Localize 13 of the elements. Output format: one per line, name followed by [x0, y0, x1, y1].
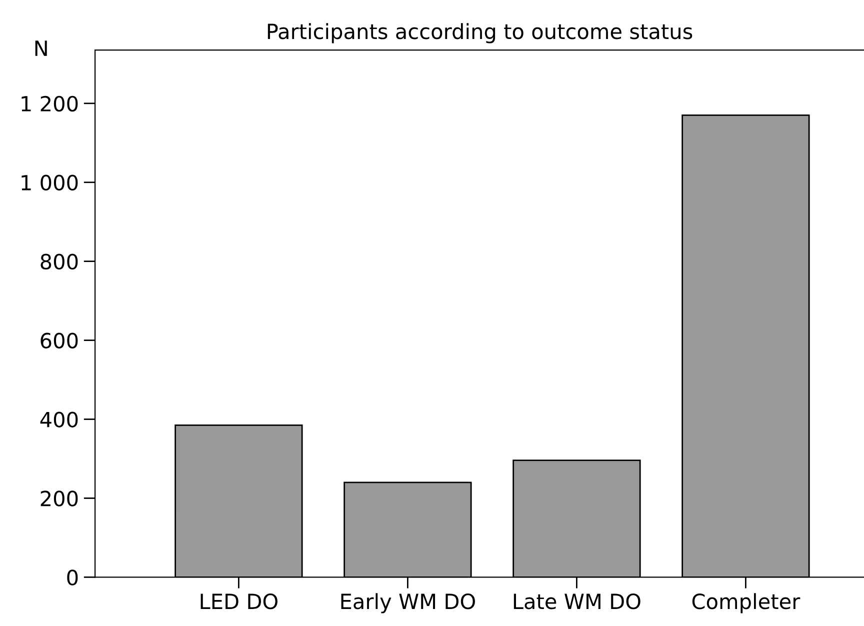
- y-tick-label: 0: [67, 570, 78, 586]
- y-tick-label: 400: [40, 412, 78, 428]
- y-tick-label: 800: [40, 254, 78, 270]
- x-tick-label: LED DO: [200, 594, 278, 610]
- x-tick-label: Completer: [692, 593, 800, 614]
- y-tick-label: 600: [40, 332, 78, 348]
- y-tick-label: 1 200: [22, 96, 78, 112]
- chart-title: Participants according to outcome status: [268, 23, 692, 44]
- x-tick-label: Late WM DO: [514, 594, 640, 610]
- x-tick-label: Early WM DO: [341, 593, 475, 614]
- y-axis-title: N: [35, 40, 47, 56]
- y-tick-label: 200: [40, 490, 78, 506]
- y-tick-label: 1 000: [22, 174, 78, 191]
